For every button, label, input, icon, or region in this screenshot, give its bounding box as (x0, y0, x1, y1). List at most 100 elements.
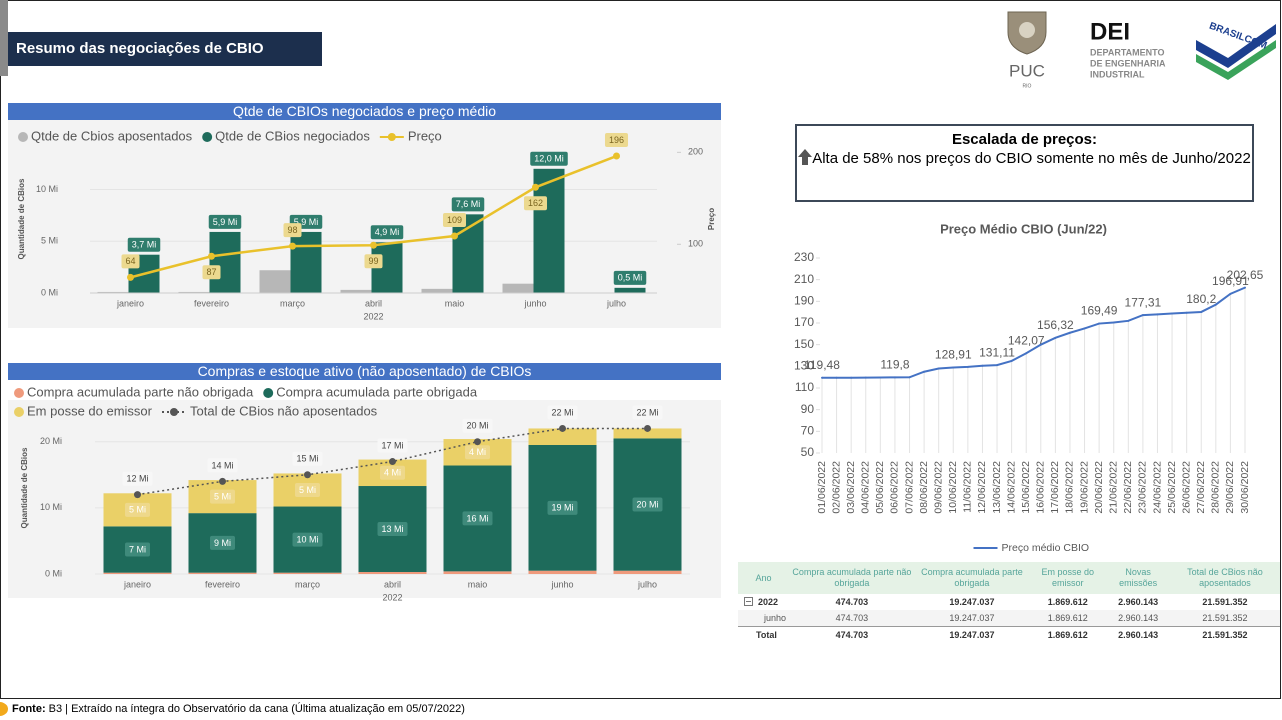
x-tick-label: 22/06/2022 (1122, 461, 1134, 514)
price-point (879, 376, 882, 379)
total-label: 12 Mi (126, 473, 148, 483)
price-label-bg (604, 133, 629, 148)
bar (290, 231, 322, 293)
x-tick-label: julho (606, 298, 626, 308)
price-label: 98 (287, 225, 297, 235)
legend-dot (202, 132, 213, 142)
column-header: Ano (738, 562, 790, 594)
data-label: 142,07 (1008, 333, 1045, 347)
total-label: 14 Mi (211, 460, 233, 470)
segment-label: 5 Mi (299, 485, 316, 495)
x-tick-label: janeiro (116, 298, 144, 308)
total-label-bg (292, 451, 323, 466)
x-tick-label: janeiro (123, 579, 151, 589)
x-tick-label: junho (523, 298, 546, 308)
segment-label-bg (292, 532, 323, 547)
x-tick-label: 07/06/2022 (903, 461, 915, 514)
price-point (850, 376, 853, 379)
table-cell: 474.703 (789, 626, 915, 643)
price-point (923, 370, 926, 373)
x-tick-label: 13/06/2022 (991, 461, 1003, 514)
price-point (451, 232, 458, 240)
callout: Escalada de preços: Alta de 58% nos preç… (795, 124, 1254, 202)
total-point (559, 424, 566, 432)
bar-segment (528, 428, 597, 445)
price-point (1083, 327, 1086, 330)
legend-label: Preço médio CBIO (1002, 542, 1090, 554)
bar-segment (528, 570, 597, 574)
legend-label: Total de CBios não aposentados (190, 403, 378, 418)
brasilcom-mark (1196, 40, 1276, 80)
y-tick-label: 130 (794, 359, 814, 373)
x-tick-label: 09/06/2022 (932, 461, 944, 514)
bar-segment (188, 572, 257, 574)
segment-label-bg (124, 502, 151, 517)
price-point (1127, 319, 1130, 322)
bar (340, 289, 372, 293)
x-tick-label: 15/06/2022 (1020, 461, 1032, 514)
y-tick-label: 230 (794, 250, 814, 264)
segment-label-bg (209, 535, 236, 550)
total-label: 22 Mi (636, 407, 658, 417)
x-tick-label: 04/06/2022 (860, 461, 872, 514)
segment-label: 5 Mi (214, 491, 231, 501)
column-header: Total de CBios não aposentados (1169, 562, 1280, 594)
segment-label-bg (464, 445, 491, 460)
y-axis-label: Quantidade de CBios (17, 178, 26, 259)
puc-text: PUC (1009, 61, 1045, 80)
segment-label: 4 Mi (384, 468, 401, 478)
price-point (1185, 311, 1188, 314)
x-axis-label: 2022 (382, 592, 402, 602)
y-axis-label: Quantidade de CBios (20, 447, 29, 528)
table-cell: 1.869.612 (1047, 597, 1088, 607)
price-point (893, 376, 896, 379)
price-label-bg (442, 213, 467, 228)
legend-dot (14, 388, 24, 398)
price-point (127, 273, 134, 281)
price-point (1025, 352, 1028, 355)
footer-label: Fonte: (12, 703, 46, 715)
bar (259, 270, 291, 293)
x-tick-label: abril (365, 298, 382, 308)
collapse-icon[interactable] (744, 597, 753, 606)
x-tick-label: 01/06/2022 (816, 461, 828, 514)
price-point (1039, 343, 1042, 346)
x-tick-label: 16/06/2022 (1035, 461, 1047, 514)
table-cell: 21.591.352 (1202, 597, 1248, 607)
footer-marker (0, 703, 8, 715)
footer: Fonte: B3 | Extraído na íntegra do Obser… (12, 702, 465, 715)
chart-title: Qtde de CBIOs negociados e preço médio (233, 103, 496, 119)
total-label: 20 Mi (466, 421, 488, 431)
table-cell: 19.247.037 (949, 597, 995, 607)
data-label: 119,48 (804, 358, 840, 372)
total-point (474, 438, 481, 446)
x-tick-label: 19/06/2022 (1078, 461, 1090, 514)
x-tick-label: 21/06/2022 (1108, 461, 1120, 514)
x-tick-label: 24/06/2022 (1151, 461, 1163, 514)
segment-label: 20 Mi (636, 499, 658, 509)
x-tick-label: 17/06/2022 (1049, 461, 1061, 514)
x-tick-label: março (295, 579, 320, 589)
dei-sub: DEPARTAMENTO (1090, 47, 1165, 57)
total-point (644, 424, 651, 432)
price-point (1171, 312, 1174, 315)
y-tick-label: 10 Mi (36, 184, 58, 194)
bar-value-label-bg (451, 197, 485, 212)
price-point (1112, 321, 1115, 324)
data-label: 119,8 (880, 358, 909, 372)
segment-label: 9 Mi (214, 538, 231, 548)
price-point (981, 364, 984, 367)
x-tick-label: 02/06/2022 (830, 461, 842, 514)
total-label-bg (462, 418, 493, 433)
total-label-bg (547, 405, 578, 420)
price-point (1054, 336, 1057, 339)
segment-label-bg (124, 542, 151, 557)
total-point (389, 458, 396, 466)
price-point (937, 367, 940, 370)
bar-value-label: 3,7 Mi (132, 240, 157, 250)
price-point (370, 241, 377, 249)
x-tick-label: abril (384, 579, 401, 589)
x-tick-label: 26/06/2022 (1180, 461, 1192, 514)
bar (178, 291, 210, 293)
